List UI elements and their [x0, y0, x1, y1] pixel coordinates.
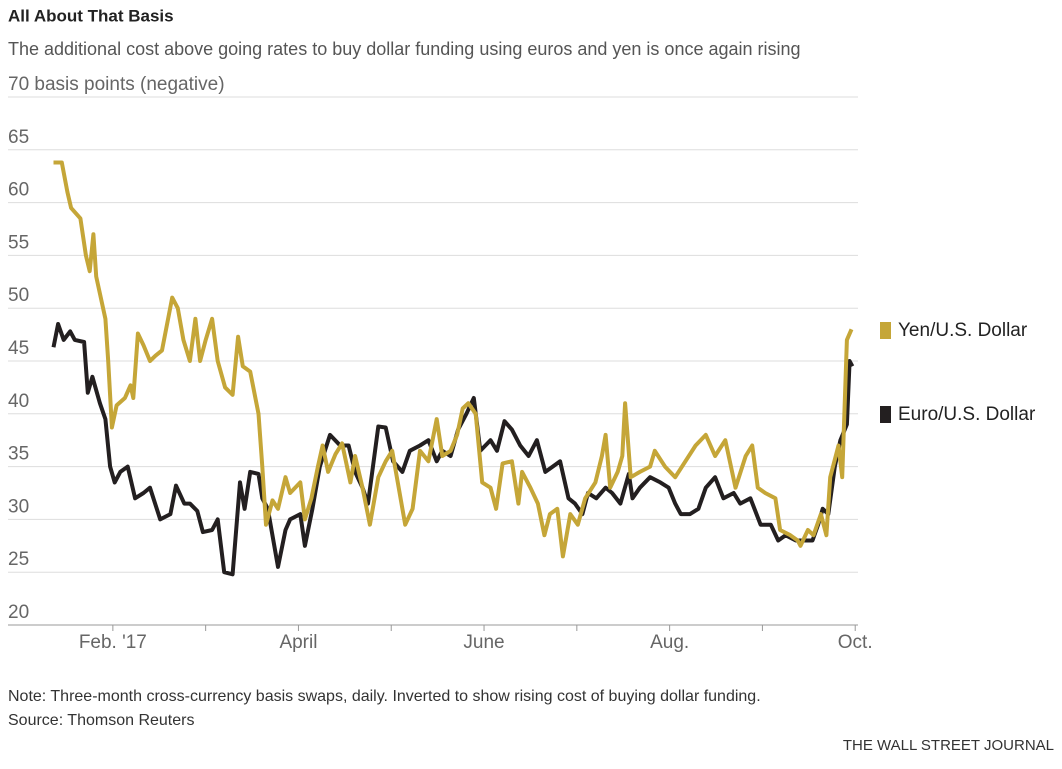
y-tick-label: 35 — [8, 444, 29, 465]
y-tick-label: 55 — [8, 232, 29, 253]
y-tick-label: 60 — [8, 180, 29, 201]
y-tick-label: 40 — [8, 391, 29, 412]
legend-swatch — [880, 406, 891, 423]
x-tick-label: Oct. — [838, 632, 873, 653]
legend-label: Euro/U.S. Dollar — [898, 404, 1036, 425]
x-tick-label: June — [463, 632, 504, 653]
y-tick-label: 25 — [8, 549, 29, 570]
legend-swatch — [880, 322, 891, 339]
y-tick-label: 45 — [8, 338, 29, 359]
source: Source: Thomson Reuters — [8, 712, 194, 729]
y-tick-label: 70 basis points (negative) — [8, 74, 225, 95]
x-tick-label: April — [279, 632, 317, 653]
y-tick-label: 65 — [8, 127, 29, 148]
note: Note: Three-month cross-currency basis s… — [8, 688, 761, 705]
x-tick-label: Feb. '17 — [79, 632, 147, 653]
series-line — [53, 160, 854, 559]
x-tick-label: Aug. — [650, 632, 689, 653]
chart-subtitle: The additional cost above going rates to… — [8, 39, 801, 59]
series-line — [51, 322, 855, 577]
legend-label: Yen/U.S. Dollar — [898, 320, 1028, 341]
credit: THE WALL STREET JOURNAL — [843, 737, 1054, 754]
y-tick-label: 50 — [8, 285, 29, 306]
y-tick-label: 30 — [8, 496, 29, 517]
chart-title: All About That Basis — [8, 6, 174, 25]
y-tick-label: 20 — [8, 602, 29, 623]
